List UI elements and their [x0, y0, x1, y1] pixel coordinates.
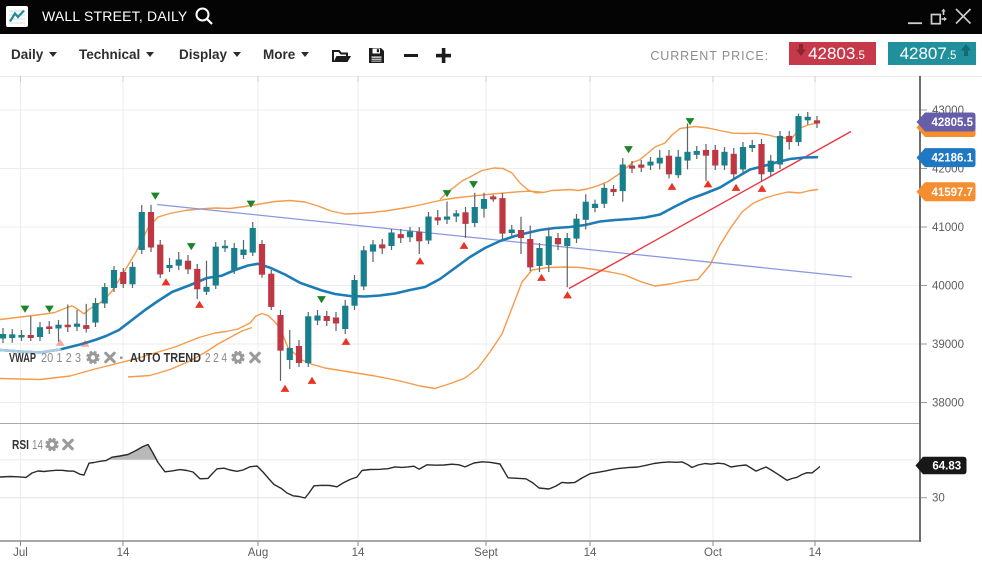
- svg-text:Jul: Jul: [13, 547, 28, 559]
- svg-text:2 2 4: 2 2 4: [205, 351, 227, 365]
- svg-text:41000: 41000: [932, 222, 964, 234]
- svg-text:20 1 2 3: 20 1 2 3: [41, 351, 81, 365]
- svg-text:VWAP: VWAP: [9, 351, 36, 365]
- svg-text:64.83: 64.83: [932, 461, 961, 473]
- svg-text:38000: 38000: [932, 398, 964, 410]
- svg-text:14: 14: [809, 547, 822, 559]
- svg-text:30: 30: [932, 493, 945, 505]
- svg-text:14: 14: [32, 438, 43, 452]
- svg-text:14: 14: [117, 547, 130, 559]
- svg-text:Sept: Sept: [474, 547, 498, 559]
- svg-text:42805.5: 42805.5: [931, 117, 973, 129]
- svg-text:Aug: Aug: [248, 547, 268, 559]
- svg-text:AUTO TREND: AUTO TREND: [130, 351, 201, 365]
- svg-text:14: 14: [352, 547, 365, 559]
- svg-text:14: 14: [584, 547, 597, 559]
- svg-text:40000: 40000: [932, 281, 964, 293]
- svg-text:Oct: Oct: [704, 547, 723, 559]
- svg-text:42186.1: 42186.1: [931, 153, 973, 165]
- svg-text:39000: 39000: [932, 339, 964, 351]
- svg-text:41597.7: 41597.7: [931, 187, 973, 199]
- svg-text:RSI: RSI: [12, 438, 29, 452]
